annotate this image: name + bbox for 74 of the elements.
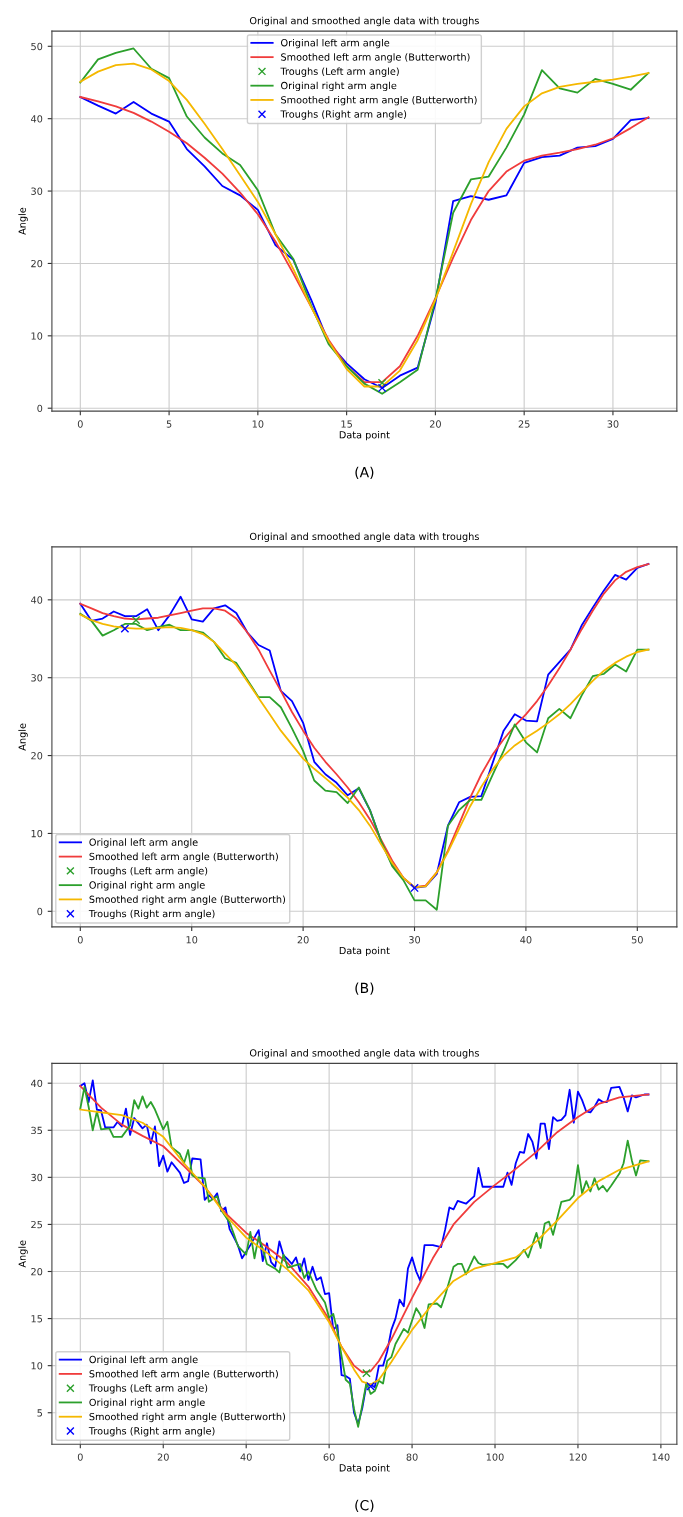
x-tick-label: 25 bbox=[518, 420, 530, 428]
text: (B) bbox=[355, 982, 374, 995]
x-tick-label: 80 bbox=[406, 1453, 418, 1461]
y-tick-label: 5 bbox=[37, 1409, 43, 1417]
y-tick-label: 50 bbox=[31, 42, 43, 51]
legend-label: Troughs (Left arm angle) bbox=[280, 67, 399, 77]
y-axis-title: Angle bbox=[18, 1240, 28, 1268]
legend-label: Original left arm angle bbox=[89, 1355, 198, 1366]
y-tick-label: 15 bbox=[31, 1315, 43, 1323]
x-tick-label: 0 bbox=[77, 420, 83, 428]
legend-label: Troughs (Right arm angle) bbox=[280, 110, 407, 120]
legend-label: Smoothed left arm angle (Butterworth) bbox=[89, 852, 278, 863]
x-tick-label: 140 bbox=[652, 1453, 670, 1461]
x-axis-title: Data point bbox=[339, 1464, 390, 1474]
point bbox=[131, 615, 141, 625]
x-tick-label: 10 bbox=[186, 936, 198, 944]
x-axis-title: Data point bbox=[339, 430, 390, 441]
y-tick-label: 10 bbox=[31, 829, 43, 838]
x-tick-label: 20 bbox=[429, 420, 441, 428]
x-tick-label: 0 bbox=[77, 936, 83, 944]
x-axis-title: Data point bbox=[339, 946, 390, 957]
x-tick-label: 40 bbox=[520, 936, 532, 944]
y-tick-label: 30 bbox=[31, 674, 43, 682]
x-tick-label: 5 bbox=[166, 420, 172, 428]
x-tick-label: 10 bbox=[252, 420, 264, 428]
legend-label: Original left arm angle bbox=[281, 38, 390, 49]
x-tick-label: 60 bbox=[323, 1453, 335, 1461]
y-tick-label: 25 bbox=[31, 1220, 43, 1229]
line-series bbox=[79, 563, 650, 889]
legend-label: Smoothed right arm angle (Butterworth) bbox=[89, 1412, 286, 1423]
y-axis-title: Angle bbox=[18, 207, 28, 235]
y-tick-label: 10 bbox=[31, 1362, 43, 1370]
legend-label: Troughs (Left arm angle) bbox=[88, 1384, 208, 1394]
y-tick-label: 35 bbox=[31, 1126, 43, 1135]
legend-label: Smoothed right arm angle (Butterworth) bbox=[281, 95, 477, 106]
y-tick-label: 10 bbox=[31, 332, 43, 340]
x-tick-label: 120 bbox=[569, 1453, 587, 1461]
y-tick-label: 20 bbox=[31, 1267, 43, 1276]
y-tick-label: 40 bbox=[30, 1079, 43, 1088]
x-tick-label: 100 bbox=[486, 1453, 504, 1461]
legend-label: Smoothed left arm angle (Butterworth) bbox=[89, 1369, 278, 1380]
legend-label: Original right arm angle bbox=[89, 881, 205, 891]
legend-label: Smoothed right arm angle (Butterworth) bbox=[89, 895, 286, 905]
y-tick-label: 0 bbox=[37, 907, 43, 916]
legend-label: Original left arm angle bbox=[89, 838, 198, 848]
y-axis-title: Angle bbox=[18, 723, 28, 751]
y-tick-label: 20 bbox=[31, 259, 43, 268]
y-tick-label: 0 bbox=[37, 404, 43, 413]
point bbox=[120, 624, 130, 634]
chart-title: Original and smoothed angle data with troughs bbox=[249, 1049, 479, 1059]
legend-label: Troughs (Left arm angle) bbox=[88, 866, 208, 877]
legend-label: Troughs (Right arm angle) bbox=[88, 909, 215, 920]
x-tick-label: 20 bbox=[157, 1453, 169, 1461]
chart-title: Original and smoothed angle data with troughs bbox=[249, 16, 479, 27]
y-tick-label: 20 bbox=[31, 752, 43, 760]
x-tick-label: 50 bbox=[631, 936, 643, 944]
x-tick-label: 30 bbox=[409, 936, 421, 944]
legend-label: Original right arm angle bbox=[89, 1398, 205, 1408]
text: (C) bbox=[355, 1499, 374, 1513]
legend-label: Smoothed left arm angle (Butterworth) bbox=[281, 53, 470, 63]
x-tick-label: 40 bbox=[240, 1453, 252, 1461]
y-tick-label: 40 bbox=[30, 596, 43, 604]
chart-title: Original and smoothed angle data with troughs bbox=[249, 532, 479, 542]
y-tick-label: 30 bbox=[31, 187, 43, 195]
x-tick-label: 30 bbox=[607, 420, 619, 428]
x-tick-label: 0 bbox=[77, 1453, 83, 1461]
y-tick-label: 40 bbox=[30, 115, 43, 123]
legend-label: Original right arm angle bbox=[281, 81, 397, 92]
text: (A) bbox=[355, 466, 374, 480]
y-tick-label: 30 bbox=[31, 1173, 43, 1182]
legend-label: Troughs (Right arm angle) bbox=[88, 1427, 215, 1437]
point bbox=[410, 883, 419, 893]
x-tick-label: 20 bbox=[297, 936, 309, 944]
x-tick-label: 15 bbox=[341, 420, 352, 428]
